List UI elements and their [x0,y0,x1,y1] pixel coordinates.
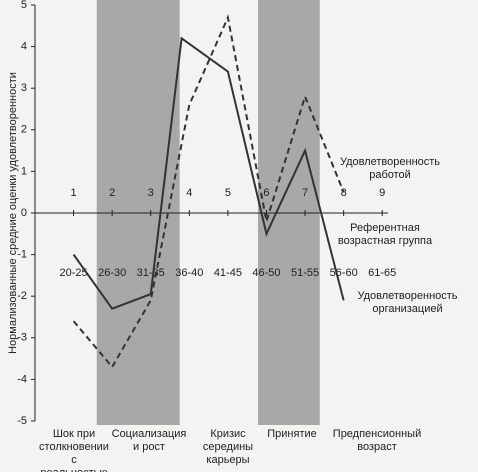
age-group-label: 36-40 [175,267,203,279]
y-tick-label: 3 [21,82,27,94]
x-tick-label: 7 [302,187,308,199]
y-tick-label: -4 [17,373,27,385]
x-tick-label: 6 [263,187,269,199]
x-tick-label: 9 [379,187,385,199]
stage-label: Шок при столкновении с реальностью [39,428,109,472]
x-tick-label: 8 [341,187,347,199]
series-line [72,14,345,369]
y-tick-label: 5 [21,0,27,11]
x-tick-label: 1 [71,187,77,199]
series-line [72,36,345,310]
y-tick-label: 4 [21,41,27,53]
age-group-label: 56-60 [330,267,358,279]
y-tick-label: -5 [17,415,27,427]
x-axis-label: Референтная возрастная группа [337,222,433,247]
stage-label: Принятие [267,428,317,440]
series-label: Удовлетворенность работой [339,156,441,181]
y-tick-label: -2 [17,290,27,302]
y-tick-label: 2 [21,124,27,136]
age-group-label: 26-30 [98,267,126,279]
y-tick-label: 1 [21,165,27,177]
stage-label: Предпенсионный возраст [332,428,422,453]
x-tick-label: 2 [109,187,115,199]
y-tick-label: 0 [21,207,27,219]
x-tick-label: 4 [186,187,192,199]
stage-label: Социализация и рост [111,428,187,453]
x-tick-label: 5 [225,187,231,199]
series-label: Удовлетворенность организацией [357,290,458,315]
age-group-label: 46-50 [252,267,280,279]
y-axis-label: Нормализованные средние оценки удовлетво… [7,72,19,354]
y-tick-label: -3 [17,332,27,344]
age-group-label: 20-25 [60,267,88,279]
age-group-label: 31-35 [137,267,165,279]
age-group-label: 51-55 [291,267,319,279]
stage-label: Кризис середины карьеры [202,428,254,466]
y-tick-label: -1 [17,249,27,261]
age-group-label: 41-45 [214,267,242,279]
age-group-label: 61-65 [368,267,396,279]
x-tick-label: 3 [148,187,154,199]
